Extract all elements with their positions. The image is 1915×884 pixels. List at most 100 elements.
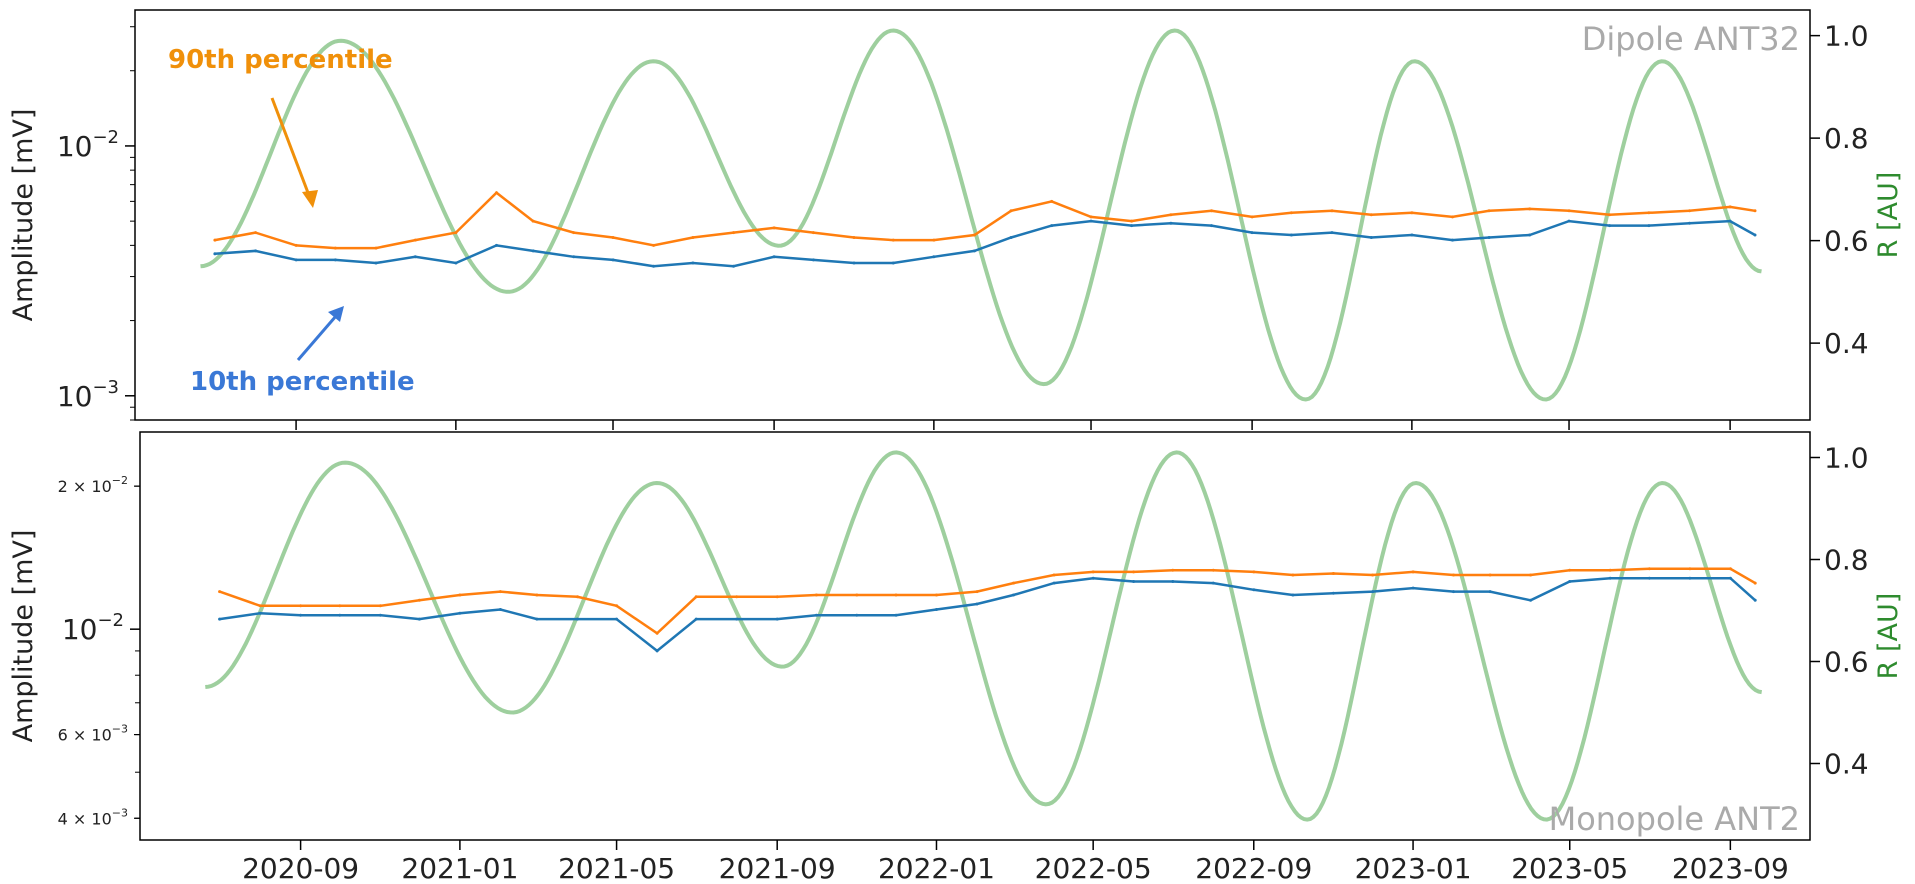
p2-p10-point [1647,576,1651,580]
ytick-right-label: 0.4 [1824,327,1869,360]
p1-rau-path [200,28,1762,402]
p1-p10-point [1528,233,1532,237]
p1-p90-point [1250,215,1254,219]
p1-p90-point [852,236,856,239]
p2-p90-point [1132,570,1136,574]
p2-p90-point [1753,581,1757,585]
p2-p10-point [775,617,779,621]
panel-monopole-xticks [299,840,1732,850]
p2-p90-point [417,598,421,602]
p1-p10-point [333,258,337,262]
p1-p10-point [374,261,378,265]
p1-p90-point [495,191,498,195]
p2-p90-point [1052,573,1056,577]
p1-p10-point [811,258,815,262]
p2-p10-point [1052,581,1056,585]
p1-p90-point [1169,213,1173,217]
p2-p10-point [218,617,222,621]
p2-p10-point [1331,591,1335,595]
p2-p90-point [1171,568,1175,572]
panel-dipole-yticks-left: 10−2 10−3 [57,26,135,421]
p2-p10-point [575,617,579,621]
p1-p10-point [732,264,735,268]
p1-p10-point [1169,221,1173,225]
p1-p90-point [1330,209,1334,213]
annotation-90th: 90th percentile [168,45,393,75]
p2-p90-point [1452,573,1455,577]
ytick-label: 10−3 [57,377,119,413]
ytick-right-label: 1.0 [1824,442,1869,475]
xtick-label: 2020-09 [242,852,359,884]
p1-p10-point [1369,236,1373,239]
p1-p10-point [1647,224,1651,228]
ytick-label: 10−2 [57,127,119,163]
p1-p90-point [691,236,695,239]
xtick-label: 2023-05 [1511,852,1628,884]
panel-monopole-yticks-right: 1.0 0.8 0.6 0.4 [1810,442,1869,781]
p1-p90-point [1647,211,1651,215]
panel-dipole-label: Dipole ANT32 [1582,20,1800,58]
p2-p10-point [258,611,262,615]
p2-p90-point [258,604,262,608]
p1-p90-point [1567,209,1571,213]
panel-monopole-ylabel-right: R [AU] [1873,593,1904,680]
panel-monopole: 10−2 2 × 10−2 6 × 10−3 4 × 10−3 1.0 0.8 0.6 0.… [8,431,1904,850]
p1-p10-point [254,249,257,253]
xtick-label: 2023-01 [1355,852,1472,884]
p2-p90-point [1608,568,1612,572]
panel-dipole-rau-line [200,28,1762,402]
p1-p10-point [1487,236,1491,239]
p2-p10-point [338,613,342,617]
p2-p10-point [1529,598,1533,602]
ytick-label: 10−2 [62,610,124,646]
p1-p90-point [1451,215,1454,219]
p2-p90-point [814,593,818,597]
p2-p10-point [378,613,382,617]
p2-p90-point [694,595,698,599]
p1-p10-point [973,249,976,253]
p1-p10-point [495,243,498,247]
p2-p90-point [775,595,779,599]
p2-p90-point [498,590,502,594]
p1-p90-point [1753,209,1757,213]
panel-dipole-ylabel-right: R [AU] [1873,172,1904,259]
p1-p90-point [1289,211,1293,215]
p2-p90-point [458,593,462,597]
p2-p90-point [575,595,579,599]
p1-p90-point [333,246,337,250]
p2-p10-point [1488,590,1492,594]
ytick-right-label: 0.6 [1824,646,1869,679]
ytick-label-minor: 2 × 10−2 [58,474,128,496]
ytick-right-label: 1.0 [1824,20,1869,53]
p2-p10-point [1608,576,1612,580]
p2-p90-point [615,604,619,608]
p1-p10-point [1753,233,1757,237]
p2-p10-point [694,617,698,621]
p2-p10-point [894,613,898,617]
p2-p10-point [935,608,938,611]
p1-p10-point [772,255,776,259]
p2-p90-point [935,593,938,597]
panel-dipole-yticks-right: 1.0 0.8 0.6 0.4 [1810,20,1869,360]
p2-p10-point [1728,576,1732,580]
p1-p90-point [1528,207,1532,211]
annotation-90th-arrow [270,97,318,208]
p1-p10-point [1050,224,1054,228]
p2-p90-path [219,567,1756,635]
p1-p90-path [214,191,1756,250]
annotation-10th: 10th percentile [190,367,415,397]
p1-p10-point [1608,224,1612,228]
p2-p10-point [655,649,659,653]
p2-p10-point [535,617,539,621]
p2-p90-point [735,595,739,599]
p2-p90-point [1291,573,1295,577]
p1-p90-point [1410,211,1414,215]
p2-p10-point [814,613,818,617]
p1-p10-point [691,261,695,265]
p2-p10-path [219,576,1757,653]
p1-p90-point [254,231,257,235]
p1-p10-point [1210,224,1213,228]
p2-p90-point [1331,572,1335,575]
panel-monopole-series-p10 [218,576,1757,653]
p1-p10-point [1130,224,1134,228]
